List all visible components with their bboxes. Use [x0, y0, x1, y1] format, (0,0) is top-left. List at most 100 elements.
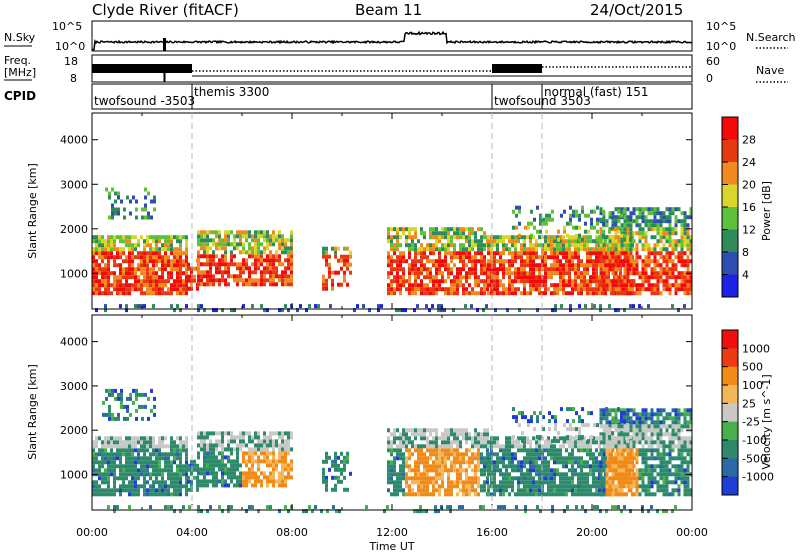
data-cell	[650, 287, 654, 292]
data-cell	[393, 243, 396, 248]
data-cell	[668, 259, 672, 264]
data-cell	[683, 243, 687, 248]
data-cell	[456, 287, 459, 292]
data-cell	[221, 435, 224, 440]
data-cell	[502, 247, 505, 252]
data-cell	[538, 468, 541, 473]
data-cell	[182, 263, 185, 268]
data-cell	[526, 263, 529, 268]
data-cell	[644, 275, 648, 280]
data-cell	[140, 291, 143, 296]
data-cell	[505, 436, 508, 441]
data-cell	[134, 283, 137, 288]
data-cell	[535, 484, 538, 489]
data-cell	[408, 488, 411, 493]
data-cell	[441, 444, 444, 449]
data-cell	[468, 251, 471, 256]
data-cell	[334, 463, 337, 468]
data-cell	[502, 291, 505, 296]
data-cell	[122, 259, 125, 264]
data-cell	[173, 259, 176, 264]
data-cell	[578, 233, 581, 238]
data-cell	[635, 231, 639, 236]
data-cell	[417, 444, 420, 449]
data-cell	[193, 475, 196, 480]
data-cell	[111, 416, 114, 421]
data-cell	[641, 231, 645, 236]
data-cell	[641, 476, 645, 481]
data-cell	[402, 472, 405, 477]
data-cell	[659, 476, 663, 481]
data-cell	[623, 476, 627, 481]
data-cell	[480, 259, 483, 264]
data-cell	[535, 247, 538, 252]
data-cell	[402, 432, 405, 437]
data-cell	[236, 483, 239, 488]
data-cell	[520, 448, 523, 453]
data-cell	[435, 263, 438, 268]
data-cell	[390, 472, 393, 477]
data-cell	[668, 207, 672, 212]
data-cell	[167, 275, 170, 280]
data-cell	[158, 480, 161, 485]
data-cell	[596, 205, 599, 210]
data-cell	[617, 251, 621, 256]
data-cell	[580, 259, 583, 264]
data-cell	[656, 251, 660, 256]
data-cell	[101, 243, 104, 248]
data-cell	[511, 263, 514, 268]
data-cell	[197, 270, 200, 275]
data-cell	[182, 271, 185, 276]
data-cell	[167, 492, 170, 497]
data-cell	[197, 230, 200, 235]
data-cell	[248, 278, 251, 283]
data-cell	[337, 258, 340, 263]
data-cell	[545, 213, 548, 218]
data-cell	[471, 259, 474, 264]
data-cell	[653, 291, 657, 296]
data-cell	[571, 476, 574, 481]
data-cell	[541, 452, 544, 457]
data-cell	[553, 255, 556, 260]
data-cell	[224, 238, 227, 243]
data-cell	[107, 271, 110, 276]
data-cell	[340, 479, 343, 484]
data-cell	[620, 227, 624, 232]
data-cell	[580, 484, 583, 489]
data-cell	[453, 283, 456, 288]
data-cell	[257, 282, 260, 287]
data-cell	[417, 239, 420, 244]
data-cell	[565, 263, 568, 268]
data-cell	[122, 271, 125, 276]
data-cell	[110, 243, 113, 248]
data-cell	[420, 488, 423, 493]
data-cell	[147, 396, 150, 401]
data-cell	[140, 235, 143, 240]
data-cell	[257, 250, 260, 255]
data-cell	[269, 274, 272, 279]
data-cell	[598, 488, 601, 493]
data-cell	[126, 416, 129, 421]
data-cell	[113, 255, 116, 260]
data-cell	[113, 279, 116, 284]
data-cell	[104, 444, 107, 449]
data-cell	[517, 448, 520, 453]
data-cell	[490, 267, 493, 272]
data-cell	[680, 231, 684, 236]
data-cell	[125, 456, 128, 461]
data-cell	[483, 484, 486, 489]
data-cell	[647, 223, 651, 228]
data-cell	[535, 255, 538, 260]
data-cell	[611, 444, 615, 449]
date-title: 24/Oct/2015	[590, 1, 683, 19]
data-cell	[511, 460, 514, 465]
data-cell	[571, 484, 574, 489]
data-cell	[212, 238, 215, 243]
data-cell	[626, 460, 630, 465]
data-cell	[272, 262, 275, 267]
data-cell	[128, 436, 131, 441]
data-cell	[170, 484, 173, 489]
data-cell	[499, 456, 502, 461]
data-cell	[254, 459, 257, 464]
data-cell	[671, 263, 675, 268]
